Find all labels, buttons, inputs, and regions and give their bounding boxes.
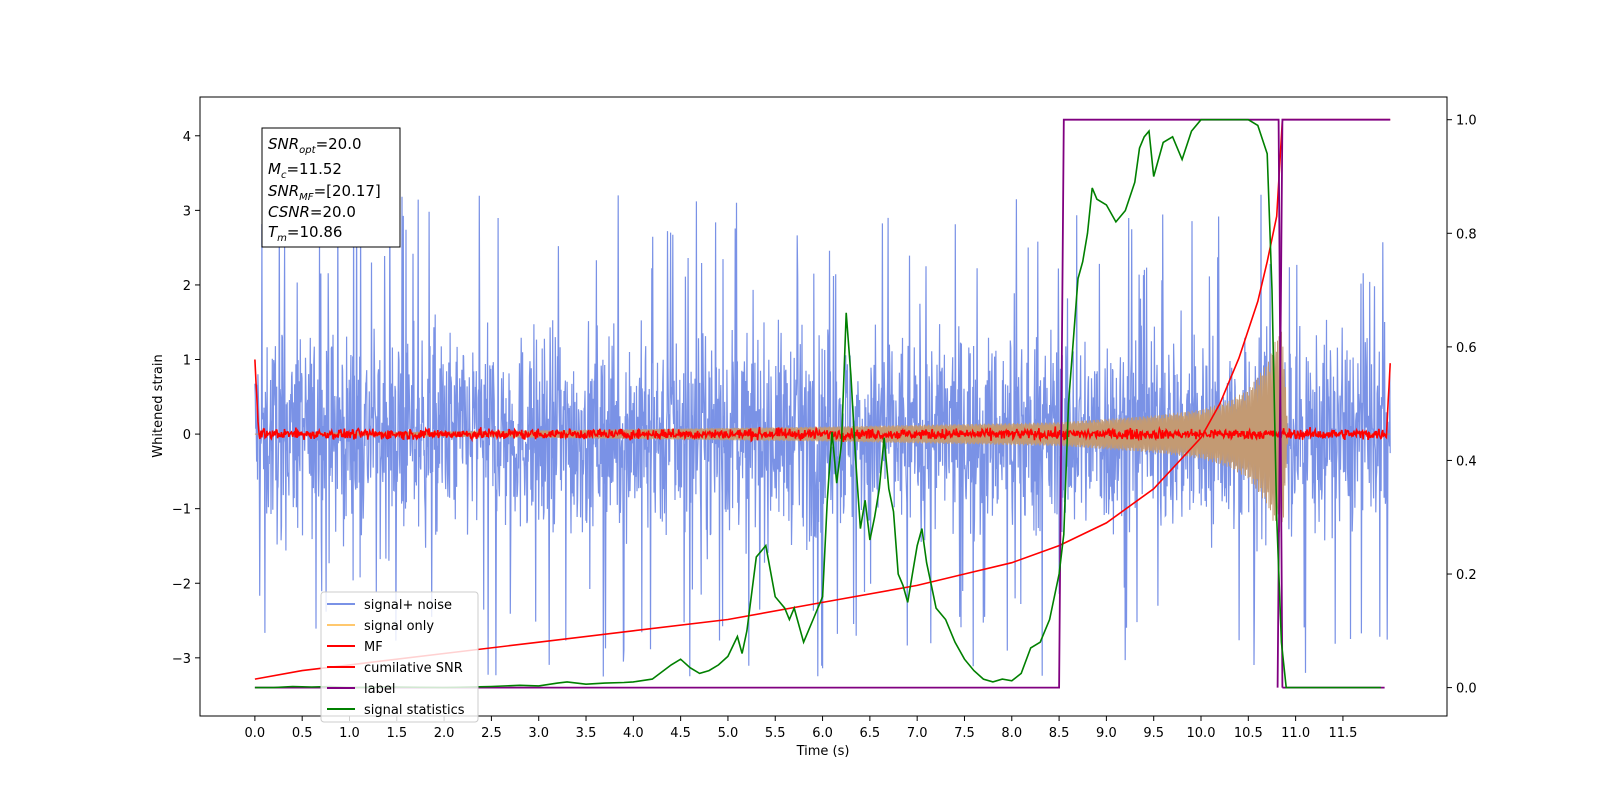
- x-tick-label: 10.5: [1234, 726, 1263, 741]
- x-tick-label: 9.0: [1096, 726, 1117, 741]
- legend-label: label: [364, 682, 395, 697]
- legend-label: MF: [364, 640, 383, 655]
- annotation-snr-mf: SNRMF=[20.17]: [268, 182, 381, 203]
- annotation-frame: [261, 127, 401, 248]
- x-tick-label: 8.0: [1001, 726, 1022, 741]
- y2-tick-label: 1.0: [1456, 114, 1477, 129]
- x-tick-label: 7.0: [907, 726, 928, 741]
- legend-label: signal+ noise: [364, 598, 452, 613]
- y2-tick-label: 0.4: [1456, 454, 1477, 469]
- y2-tick-label: 0.2: [1456, 568, 1477, 583]
- annotation-mc: Mc=11.52: [268, 160, 342, 181]
- x-axis-label: Time (s): [796, 744, 850, 759]
- y-tick-label: −1: [172, 503, 191, 518]
- legend-item-mf: MF: [327, 640, 383, 655]
- x-tick-label: 11.5: [1328, 726, 1357, 741]
- annotation-csnr: CSNR=20.0: [268, 203, 356, 221]
- x-tick-label: 5.5: [765, 726, 786, 741]
- annotation-snr-opt: SNRopt=20.0: [268, 135, 362, 156]
- series-signal-noise: [254, 191, 1391, 677]
- y-tick-label: 4: [183, 130, 191, 145]
- legend-item-signal-only: signal only: [327, 619, 434, 634]
- x-tick-label: 9.5: [1143, 726, 1164, 741]
- legend: signal+ noise signal only MF cumilative …: [320, 591, 479, 723]
- y2-tick-label: 0.8: [1456, 227, 1477, 242]
- y-tick-label: −3: [172, 652, 191, 667]
- x-tick-label: 4.0: [623, 726, 644, 741]
- series-layer: [254, 118, 1391, 689]
- legend-label: signal statistics: [364, 703, 465, 718]
- y-axis-label: Whitened strain: [151, 354, 166, 457]
- x-tick-label: 7.5: [954, 726, 975, 741]
- y2-tick-label: 0.6: [1456, 341, 1477, 356]
- y-tick-label: 3: [183, 204, 191, 219]
- x-tick-label: 3.5: [576, 726, 597, 741]
- legend-item-signal-noise: signal+ noise: [327, 598, 452, 613]
- series-signal-statistics: [254, 118, 1381, 689]
- series-label: [254, 118, 1284, 689]
- x-tick-label: 2.0: [434, 726, 455, 741]
- x-tick-label: 3.0: [528, 726, 549, 741]
- series-mf: [254, 359, 1391, 443]
- series-label: [1276, 118, 1391, 688]
- x-tick-label: 1.5: [386, 726, 407, 741]
- annotation-tm: Tm=10.86: [268, 223, 342, 244]
- y2-axis-right: 0.0 0.2 0.4 0.6 0.8 1.0: [1447, 114, 1477, 697]
- x-tick-label: 5.0: [718, 726, 739, 741]
- x-axis: 0.0 0.5 1.0 1.5 2.0 2.5 3.0 3.5 4.0 4.5 5.0 5.5 6.0 6…: [245, 716, 1357, 741]
- y-axis: −3 −2 −1 0 1 2 3 4: [172, 130, 200, 667]
- y2-tick-label: 0.0: [1456, 682, 1477, 697]
- plot-frame: [199, 96, 1448, 717]
- x-tick-label: 6.5: [860, 726, 881, 741]
- series-cumulative-snr: [254, 118, 1391, 680]
- x-tick-label: 2.5: [481, 726, 502, 741]
- x-tick-label: 0.5: [292, 726, 313, 741]
- x-tick-label: 8.5: [1049, 726, 1070, 741]
- annotation-box: SNRopt=20.0 Mc=11.52 SNRMF=[20.17] CSNR=…: [261, 127, 401, 248]
- legend-item-signal-statistics: signal statistics: [327, 703, 465, 718]
- y-tick-label: 2: [183, 279, 191, 294]
- x-tick-label: 6.0: [812, 726, 833, 741]
- x-tick-label: 10.0: [1187, 726, 1216, 741]
- y-tick-label: −2: [172, 577, 191, 592]
- legend-frame: [320, 591, 479, 723]
- x-tick-label: 1.0: [339, 726, 360, 741]
- x-tick-label: 0.0: [245, 726, 266, 741]
- x-tick-label: 4.5: [670, 726, 691, 741]
- x-tick-label: 11.0: [1281, 726, 1310, 741]
- legend-item-cumulative-snr: cumilative SNR: [327, 661, 463, 676]
- y-tick-label: 0: [183, 428, 191, 443]
- legend-item-label: label: [327, 682, 395, 697]
- y-tick-label: 1: [183, 354, 191, 369]
- legend-label: cumilative SNR: [364, 661, 463, 676]
- legend-label: signal only: [364, 619, 434, 634]
